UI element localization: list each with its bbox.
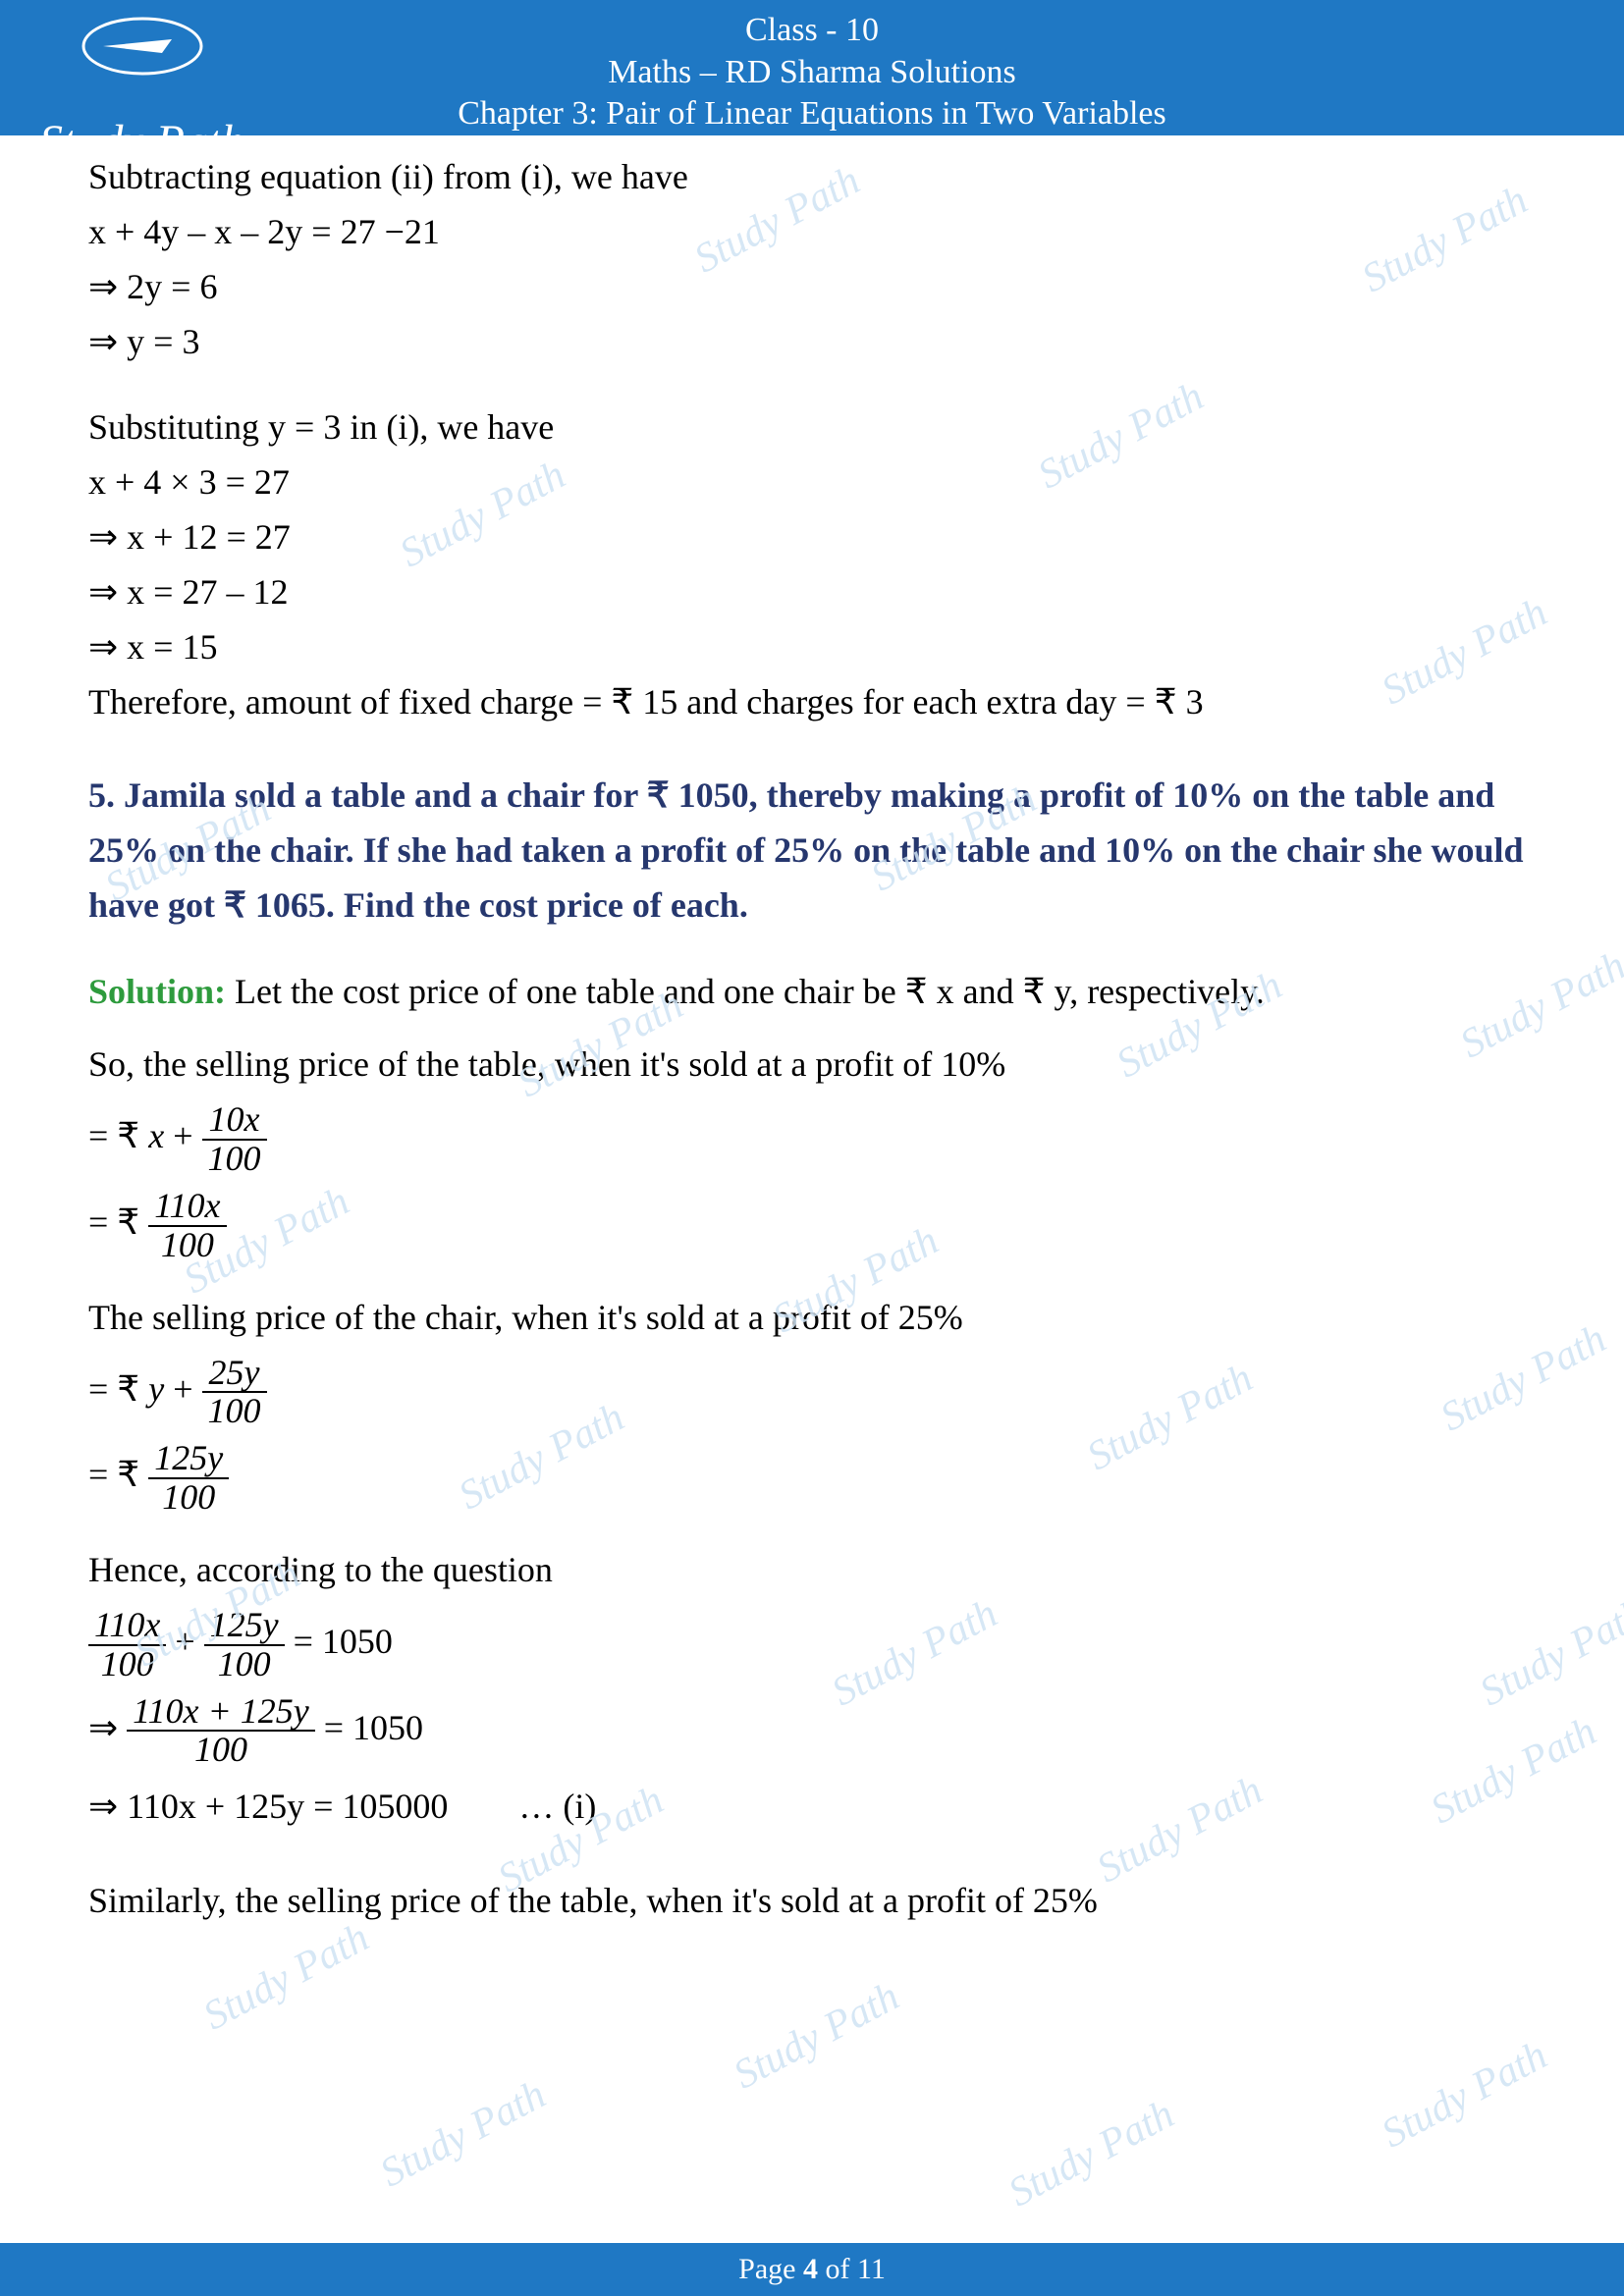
eq-text: = 1050 — [315, 1708, 423, 1747]
footer-page-num: 4 — [803, 2253, 818, 2285]
eq-text: = ₹ — [88, 1202, 148, 1242]
footer-post: of 11 — [818, 2253, 886, 2285]
question-title: 5. Jamila sold a table and a chair for ₹… — [88, 768, 1536, 933]
page-content: Subtracting equation (ii) from (i), we h… — [0, 135, 1624, 1929]
text-line: ⇒ x + 12 = 27 — [88, 509, 1536, 564]
eq-text: ⇒ — [88, 1708, 127, 1747]
solution-line: Solution: Let the cost price of one tabl… — [88, 964, 1536, 1019]
brand-logo: Study Path — [39, 12, 244, 169]
text-line: So, the selling price of the table, when… — [88, 1037, 1536, 1092]
text-line: ⇒ 2y = 6 — [88, 259, 1536, 314]
denominator: 100 — [204, 1646, 285, 1683]
eq-text: = 1050 — [285, 1622, 393, 1661]
watermark-text: Study Path — [1374, 2032, 1554, 2158]
denominator: 100 — [202, 1141, 267, 1178]
page-footer: Page 4 of 11 — [0, 2243, 1624, 2296]
fraction: 125y100 — [148, 1440, 229, 1517]
numerator: 110x — [148, 1188, 226, 1227]
eq-var: x — [148, 1116, 164, 1155]
eq-text: + — [164, 1369, 201, 1409]
eq-var: y — [148, 1369, 164, 1409]
text-line: x + 4 × 3 = 27 — [88, 454, 1536, 509]
numerator: 110x + 125y — [127, 1693, 315, 1733]
numerator: 25y — [202, 1355, 267, 1394]
equation: ⇒ 110x + 125y = 105000 … (i) — [88, 1779, 1536, 1834]
watermark-text: Study Path — [195, 1914, 376, 2040]
fraction: 10x100 — [202, 1101, 267, 1178]
eq-text: = ₹ — [88, 1116, 148, 1155]
page-header: Study Path Class - 10 Maths – RD Sharma … — [0, 0, 1624, 135]
fraction: 110x + 125y100 — [127, 1693, 315, 1770]
text-line: Substituting y = 3 in (i), we have — [88, 400, 1536, 454]
eq-text: = ₹ — [88, 1455, 148, 1494]
numerator: 125y — [148, 1440, 229, 1479]
equation: ⇒ 110x + 125y100 = 1050 — [88, 1693, 1536, 1770]
text-line: ⇒ x = 27 – 12 — [88, 564, 1536, 619]
logo-text: Study Path — [39, 115, 244, 169]
footer-pre: Page — [738, 2253, 803, 2285]
fraction: 25y100 — [202, 1355, 267, 1431]
solution-label: Solution: — [88, 972, 226, 1011]
denominator: 100 — [202, 1393, 267, 1430]
text-line: Therefore, amount of fixed charge = ₹ 15… — [88, 674, 1536, 729]
equation: = ₹ x + 10x100 — [88, 1101, 1536, 1178]
numerator: 10x — [202, 1101, 267, 1141]
denominator: 100 — [148, 1479, 229, 1517]
watermark-text: Study Path — [372, 2071, 553, 2197]
eq-text: = ₹ — [88, 1369, 148, 1409]
solution-text: Let the cost price of one table and one … — [226, 972, 1265, 1011]
equation: = ₹ 125y100 — [88, 1440, 1536, 1517]
watermark-text: Study Path — [1001, 2091, 1181, 2216]
text-line: ⇒ x = 15 — [88, 619, 1536, 674]
denominator: 100 — [127, 1732, 315, 1769]
eq-text: + — [164, 1116, 201, 1155]
text-line: ⇒ y = 3 — [88, 314, 1536, 369]
text-line: Similarly, the selling price of the tabl… — [88, 1873, 1536, 1928]
logo-icon — [64, 12, 221, 110]
equation: = ₹ y + 25y100 — [88, 1355, 1536, 1431]
equation: 110x100 + 125y100 = 1050 — [88, 1607, 1536, 1683]
watermark-text: Study Path — [726, 1973, 906, 2099]
